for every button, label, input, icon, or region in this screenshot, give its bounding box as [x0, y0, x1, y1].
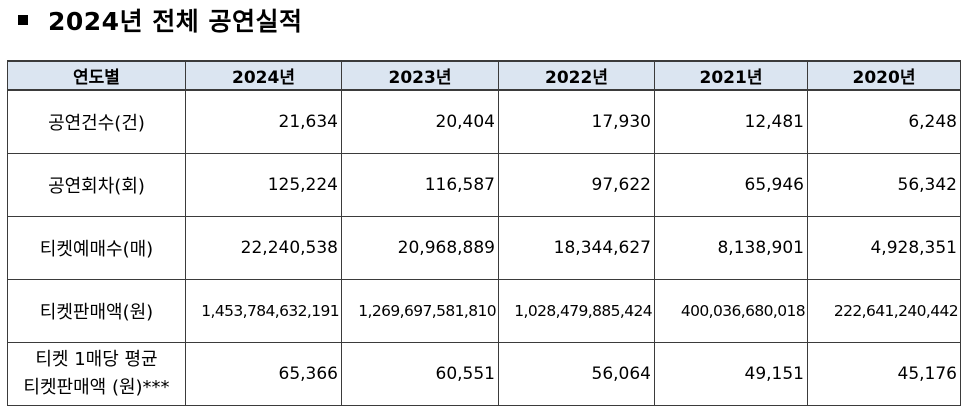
table-row: 티켓예매수(매) 22,240,538 20,968,889 18,344,62… — [7, 216, 961, 280]
table-cell: 1,028,479,885,424 — [498, 279, 655, 343]
table-row: 공연회차(회) 125,224 116,587 97,622 65,946 56… — [7, 153, 961, 217]
table-row: 공연건수(건) 21,634 20,404 17,930 12,481 6,24… — [7, 89, 961, 154]
table-cell: 116,587 — [341, 153, 499, 217]
row-label-line: 티켓 1매당 평균 — [35, 349, 158, 370]
table-cell: 17,930 — [498, 89, 655, 154]
row-label: 티켓판매액(원) — [7, 279, 186, 343]
square-bullet-icon — [18, 15, 28, 25]
table-cell: 20,404 — [341, 89, 499, 154]
page-title: 2024년 전체 공연실적 — [8, 2, 303, 38]
table-cell: 18,344,627 — [498, 216, 655, 280]
performance-stats-table: 연도별 2024년 2023년 2022년 2021년 2020년 공연건수(건… — [7, 60, 961, 406]
column-header: 2023년 — [341, 60, 499, 91]
table-cell: 222,641,240,442 — [807, 279, 961, 343]
table-cell: 65,366 — [185, 342, 342, 406]
table-cell: 8,138,901 — [654, 216, 808, 280]
column-header: 2024년 — [185, 60, 342, 91]
column-header: 2022년 — [498, 60, 655, 91]
table-cell: 1,453,784,632,191 — [185, 279, 342, 343]
table-cell: 60,551 — [341, 342, 499, 406]
table-cell: 21,634 — [185, 89, 342, 154]
table-cell: 20,968,889 — [341, 216, 499, 280]
row-label: 공연회차(회) — [7, 153, 186, 217]
table-cell: 22,240,538 — [185, 216, 342, 280]
table-cell: 4,928,351 — [807, 216, 961, 280]
table-row: 티켓판매액(원) 1,453,784,632,191 1,269,697,581… — [7, 279, 961, 343]
row-label-line: 티켓판매액 (원)*** — [23, 377, 170, 398]
table-cell: 1,269,697,581,810 — [341, 279, 499, 343]
table-cell: 125,224 — [185, 153, 342, 217]
column-header: 2021년 — [654, 60, 808, 91]
table-cell: 65,946 — [654, 153, 808, 217]
table-cell: 56,342 — [807, 153, 961, 217]
table-cell: 400,036,680,018 — [654, 279, 808, 343]
table-cell: 45,176 — [807, 342, 961, 406]
table-cell: 97,622 — [498, 153, 655, 217]
table-header-row: 연도별 2024년 2023년 2022년 2021년 2020년 — [7, 60, 961, 91]
row-label: 공연건수(건) — [7, 89, 186, 154]
table-cell: 49,151 — [654, 342, 808, 406]
column-header: 2020년 — [807, 60, 961, 91]
table-cell: 6,248 — [807, 89, 961, 154]
page-title-text: 2024년 전체 공연실적 — [48, 7, 303, 36]
table-cell: 56,064 — [498, 342, 655, 406]
table-cell: 12,481 — [654, 89, 808, 154]
column-header: 연도별 — [7, 60, 186, 91]
row-label: 티켓예매수(매) — [7, 216, 186, 280]
